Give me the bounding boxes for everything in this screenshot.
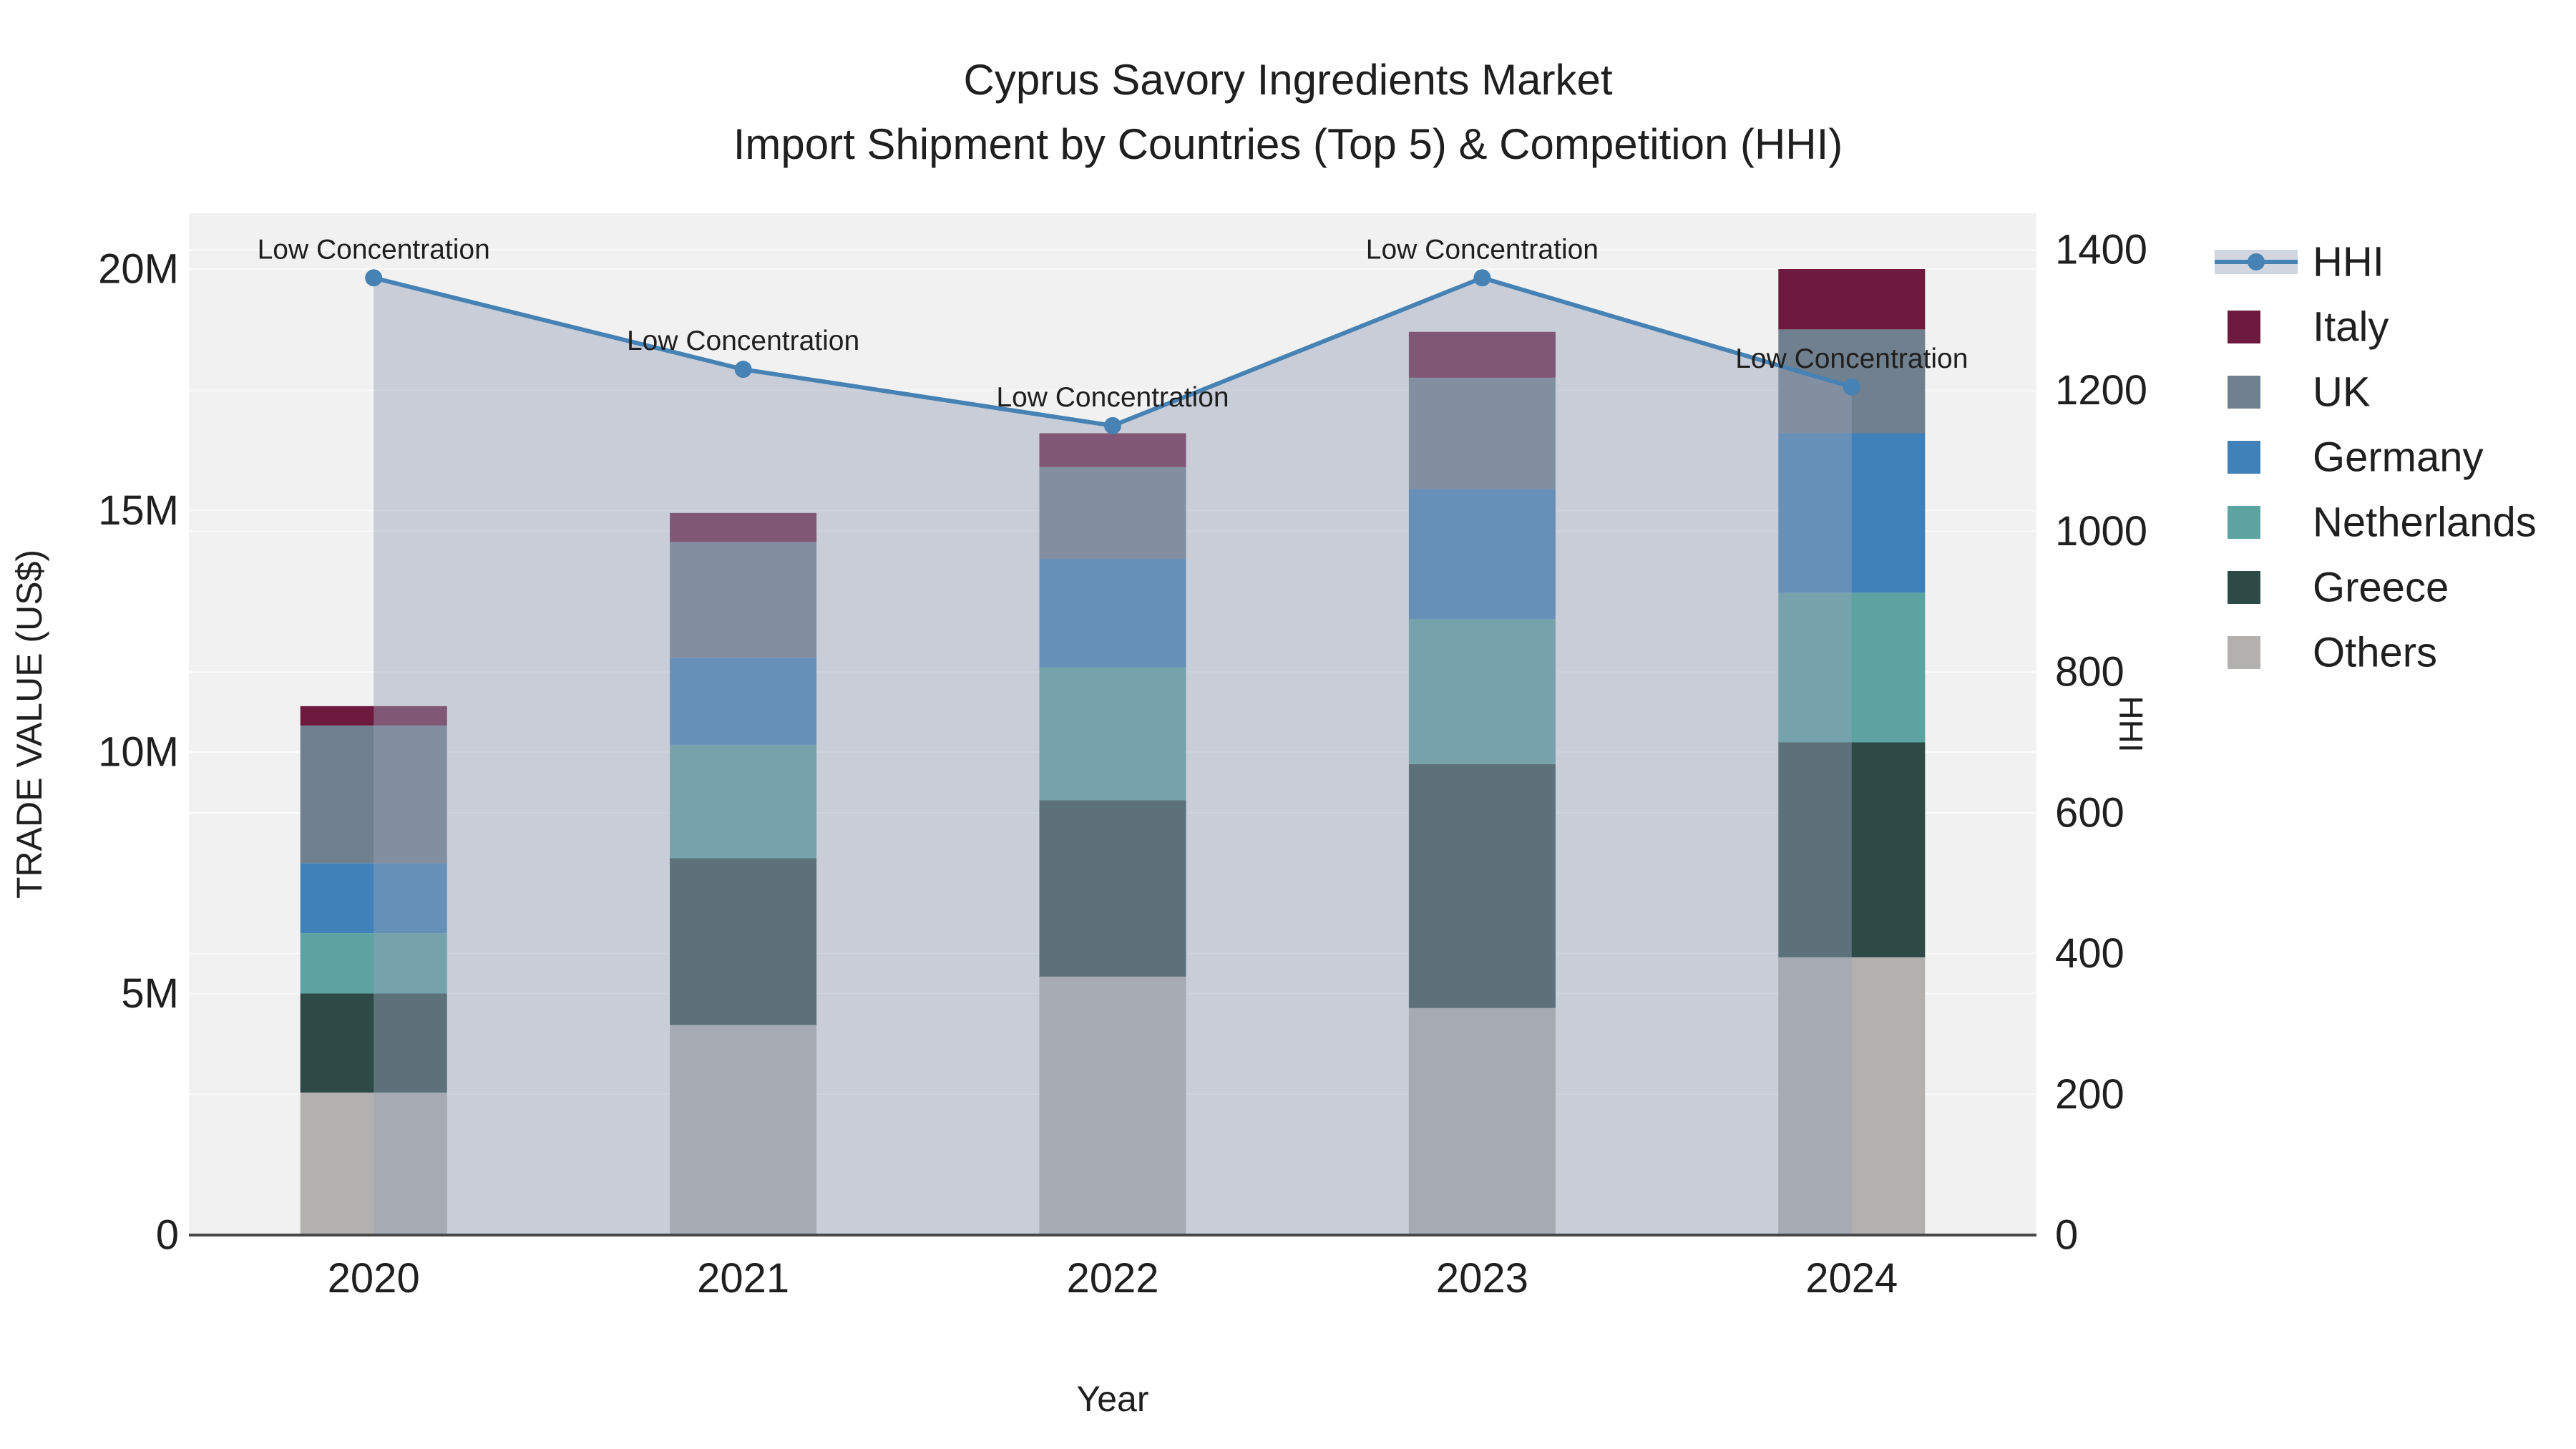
x-tick-label: 2020 [328, 1255, 420, 1302]
legend-item-netherlands[interactable]: Netherlands [2228, 499, 2537, 546]
y-right-tick-label: 0 [2055, 1212, 2078, 1259]
legend-marker-dot [2248, 253, 2265, 270]
bar-segment [1778, 957, 1926, 1235]
bar-segment [1039, 433, 1186, 467]
legend-color-swatch [2228, 311, 2260, 343]
hhi-marker [734, 361, 752, 379]
x-tick-label: 2022 [1066, 1255, 1158, 1302]
annotation-low-concentration: Low Concentration [627, 326, 859, 356]
legend-color-swatch [2228, 636, 2260, 669]
y-left-tick-label: 15M [98, 487, 179, 534]
y-right-tick-label: 600 [2055, 789, 2124, 836]
annotation-low-concentration: Low Concentration [1366, 234, 1599, 265]
bar-segment [1778, 742, 1926, 957]
y-right-tick-label: 1000 [2055, 508, 2147, 555]
y-right-tick-label: 200 [2055, 1071, 2124, 1118]
bar-segment [1408, 489, 1556, 620]
bar-series-greece [300, 742, 1926, 1093]
legend-item-germany[interactable]: Germany [2228, 434, 2484, 481]
bar-segment [1408, 377, 1556, 489]
legend-color-swatch [2228, 571, 2260, 604]
y-right-tick-label: 800 [2055, 649, 2124, 696]
legend-item-label: Netherlands [2313, 499, 2537, 546]
bar-segment [670, 858, 817, 1025]
bar-segment [1408, 763, 1556, 1008]
bar-segment [300, 1092, 447, 1235]
bar-segment [670, 512, 817, 542]
y-right-tick-label: 1200 [2055, 367, 2147, 414]
hhi-marker [365, 269, 383, 287]
hhi-marker [1473, 269, 1491, 287]
y-right-axis-title: HHI [2112, 696, 2150, 752]
legend-item-label: Greece [2313, 565, 2449, 611]
x-tick-label: 2024 [1805, 1255, 1898, 1302]
y-right-tick-label: 1400 [2055, 226, 2147, 273]
bar-segment [670, 658, 817, 745]
bar-segment [670, 744, 817, 859]
legend-item-others[interactable]: Others [2228, 630, 2437, 676]
bar-segment [1039, 976, 1186, 1235]
bar-series-germany [300, 433, 1926, 934]
annotation-low-concentration: Low Concentration [996, 382, 1229, 413]
hhi-marker [1843, 378, 1860, 396]
bar-segment [1408, 331, 1556, 378]
bar-segment [1778, 592, 1926, 743]
legend-item-label: Germany [2313, 434, 2484, 481]
legend-item-label: Others [2313, 630, 2437, 676]
y-right-tick-label: 400 [2055, 930, 2124, 977]
bar-segment [300, 933, 447, 994]
bar-segment [1039, 667, 1186, 801]
y-left-tick-label: 10M [98, 729, 179, 776]
bar-segment [1408, 619, 1556, 764]
legend-color-swatch [2228, 441, 2260, 474]
legend-item-hhi[interactable]: HHI [2215, 239, 2384, 286]
hhi-marker [1104, 416, 1121, 434]
annotation-low-concentration: Low Concentration [258, 234, 490, 265]
bar-segment [300, 863, 447, 934]
bar-segment [670, 1025, 817, 1235]
y-left-tick-label: 20M [98, 246, 179, 293]
x-tick-label: 2021 [697, 1255, 789, 1302]
y-left-tick-label: 5M [121, 970, 179, 1017]
bar-series-netherlands [300, 592, 1926, 994]
annotation-low-concentration: Low Concentration [1735, 343, 1968, 374]
hhi-area-fill [374, 278, 1852, 1236]
legend-item-label: HHI [2313, 239, 2384, 286]
bar-segment [1039, 559, 1186, 668]
legend-color-swatch [2228, 506, 2260, 539]
bar-segment [1778, 269, 1926, 330]
bar-segment [300, 993, 447, 1093]
bar-segment [300, 706, 447, 726]
bar-series-others [300, 957, 1926, 1235]
bar-segment [670, 542, 817, 658]
y-left-axis-title: TRADE VALUE (US$) [9, 550, 49, 899]
y-left-tick-label: 0 [156, 1212, 179, 1259]
x-axis-title: Year [1076, 1379, 1148, 1419]
bar-segment [1039, 467, 1186, 559]
legend-color-swatch [2228, 376, 2260, 409]
chart-title-line2: Import Shipment by Countries (Top 5) & C… [733, 120, 1843, 168]
bar-series-italy [300, 269, 1926, 726]
x-tick-label: 2023 [1436, 1255, 1528, 1302]
legend-item-label: UK [2313, 369, 2371, 416]
bar-segment [300, 725, 447, 864]
chart-title-line1: Cyprus Savory Ingredients Market [963, 56, 1612, 104]
legend: HHI Italy UK Germany Netherlands Greece Others [2215, 239, 2537, 676]
bar-segment [1408, 1008, 1556, 1235]
legend-item-greece[interactable]: Greece [2228, 565, 2449, 611]
legend-item-italy[interactable]: Italy [2228, 304, 2389, 351]
legend-item-label: Italy [2313, 304, 2389, 351]
legend-item-uk[interactable]: UK [2228, 369, 2371, 416]
bar-segment [1778, 433, 1926, 593]
bar-segment [1039, 800, 1186, 977]
